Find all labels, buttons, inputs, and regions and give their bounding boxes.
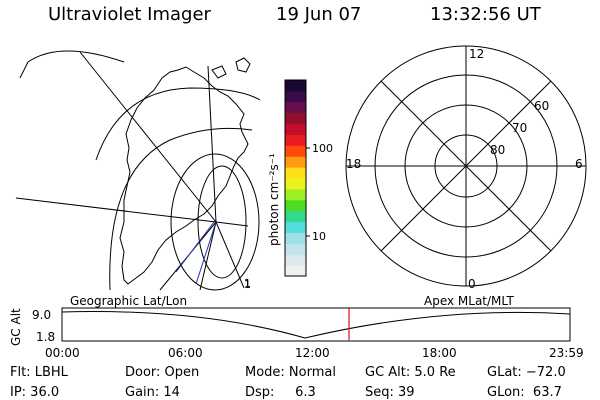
colorbar-unit-label: photon cm⁻²s⁻¹ <box>267 153 281 246</box>
gc-altitude-value: GC Alt: 5.0 Re <box>365 365 456 380</box>
geographic-longitude-value: GLon: 63.7 <box>487 385 562 400</box>
meridian-line <box>207 65 217 223</box>
observation-time: 13:32:56 UT <box>430 4 541 25</box>
colorbar-swatch <box>285 188 306 201</box>
mlt-label-18: 18 <box>346 157 361 171</box>
colorbar-swatch <box>285 112 306 125</box>
mode-value: Mode: Normal <box>245 365 336 380</box>
map-edge <box>19 61 29 79</box>
timeline-x-tick-1800: 18:00 <box>422 346 457 360</box>
meridian-line <box>15 197 217 223</box>
latitude-line <box>109 127 253 291</box>
coastline-island <box>235 57 251 73</box>
colorbar-tick-label-1: 1 <box>244 277 251 290</box>
polar-plot: 12 6 0 18 60 70 80 <box>345 45 587 291</box>
geographic-map-panel: 1 <box>15 50 261 291</box>
colorbar-swatch <box>285 221 306 233</box>
map-corner-label: 1 <box>244 278 251 291</box>
altitude-timeline: Geographic Lat/Lon Apex MLat/MLT GC Alt … <box>9 294 584 360</box>
mlt-label-0: 0 <box>468 277 476 291</box>
mlt-label-12: 12 <box>469 47 484 61</box>
dsp-value: Dsp: 6.3 <box>245 385 316 400</box>
timeline-frame <box>61 307 571 342</box>
coastline <box>119 66 249 285</box>
mlt-label-6: 6 <box>575 157 583 171</box>
meridian-line <box>79 51 217 223</box>
colorbar-swatch <box>285 156 306 168</box>
altitude-curve <box>61 311 571 339</box>
meridian-line <box>199 221 217 291</box>
timeline-x-tick-0000: 00:00 <box>45 346 80 360</box>
observation-date: 19 Jun 07 <box>276 4 362 25</box>
latitude-ellipse <box>170 153 260 291</box>
colorbar-swatch <box>285 254 306 266</box>
timeline-y-tick-high: 9.0 <box>32 308 51 322</box>
colorbar-swatch <box>285 265 306 277</box>
colorbar-swatch <box>285 210 306 223</box>
timeline-x-tick-2359: 23:59 <box>549 346 584 360</box>
latitude-line <box>27 50 125 63</box>
colorbar-swatch <box>285 123 306 135</box>
colorbar-tick-label-10: 10 <box>312 230 326 243</box>
colorbar-swatch <box>285 199 306 212</box>
colorbar-panel: 100 10 1 photon cm⁻²s⁻¹ <box>244 79 333 290</box>
colorbar-swatch <box>285 80 306 92</box>
colorbar-swatch <box>285 232 306 244</box>
door-value: Door: Open <box>125 365 199 380</box>
latitude-line <box>95 87 261 161</box>
filter-value: Flt: LBHL <box>10 365 69 380</box>
timeline-y-tick-low: 1.8 <box>36 330 55 344</box>
colorbar-swatch <box>285 178 306 190</box>
orbit-track <box>175 221 215 273</box>
apex-mlat-mlt-label: Apex MLat/MLT <box>424 294 514 308</box>
mlat-label-60: 60 <box>534 99 549 113</box>
colorbar-swatch <box>285 134 306 146</box>
ip-value: IP: 36.0 <box>10 385 59 400</box>
colorbar-swatch <box>285 90 306 103</box>
colorbar-swatch <box>285 145 306 157</box>
timeline-x-tick-0600: 06:00 <box>168 346 203 360</box>
timeline-axis-title: GC Alt <box>9 308 23 346</box>
app-title: Ultraviolet Imager <box>48 4 211 25</box>
mlat-label-80: 80 <box>490 143 505 157</box>
polar-meridian-diagonal <box>380 80 552 252</box>
sequence-value: Seq: 39 <box>365 385 415 400</box>
meridian-line <box>215 221 245 289</box>
instrument-parameters: Flt: LBHL IP: 36.0 Door: Open Gain: 14 M… <box>10 365 566 400</box>
colorbar-swatch <box>285 243 306 255</box>
colorbar-tick-label-100: 100 <box>312 142 333 155</box>
colorbar-swatch <box>285 101 306 114</box>
coastline-fragment <box>211 65 227 79</box>
meridian-line <box>215 221 249 227</box>
colorbar-swatch <box>285 167 306 179</box>
latitude-ellipse <box>197 165 247 279</box>
mlat-label-70: 70 <box>512 121 527 135</box>
colorbar-swatches <box>285 80 306 277</box>
geographic-latitude-value: GLat: −72.0 <box>487 365 566 380</box>
colorbar-frame <box>284 79 307 277</box>
orbit-track <box>195 221 217 285</box>
gain-value: Gain: 14 <box>125 385 180 400</box>
timeline-x-tick-1200: 12:00 <box>295 346 330 360</box>
geographic-lat-lon-label: Geographic Lat/Lon <box>70 294 187 308</box>
